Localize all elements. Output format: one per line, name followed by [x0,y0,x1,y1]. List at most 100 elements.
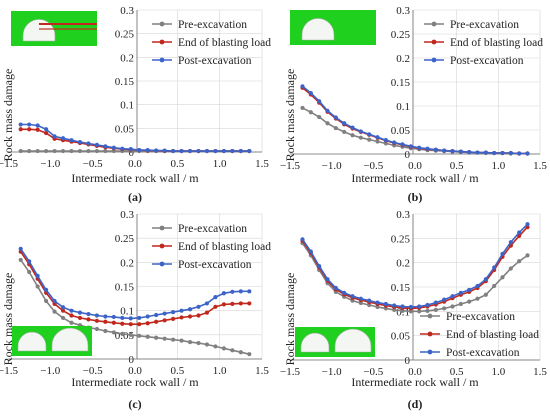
tunnel-opening [301,18,335,41]
y-tick-label: 0.1 [396,101,410,113]
data-point [230,148,235,154]
y-tick-label: 0.05 [115,123,135,135]
data-point [517,259,522,264]
data-point [60,308,66,313]
data-point [358,296,363,301]
legend-marker [159,57,165,63]
data-point [221,346,226,351]
x-axis-label: Intermediate rock wall / m [71,375,199,389]
x-axis-label: Intermediate rock wall / m [71,171,199,185]
data-point [458,290,463,295]
data-point [18,148,23,154]
y-tick-label: 0.25 [391,233,411,245]
data-point [111,314,116,320]
data-point [18,246,23,251]
y-tick-label: 0.25 [391,29,411,41]
data-point [69,320,74,325]
data-point [103,319,108,324]
data-point [213,304,218,309]
x-axis-label: Intermediate rock wall / m [351,171,479,185]
data-point [300,237,305,242]
data-point [247,289,252,294]
data-point [367,298,372,303]
data-point [325,121,330,126]
data-point [383,306,388,311]
blast-band [39,28,97,30]
data-point [27,148,32,154]
y-axis-label: Rock mass damage [1,273,15,366]
x-tick-label: 0.0 [128,365,142,377]
data-point [325,277,330,282]
data-point [94,148,99,154]
data-point [483,292,488,297]
data-point [204,342,210,347]
data-point [358,300,363,306]
data-point [425,308,430,313]
data-point [517,151,522,156]
data-point [392,140,397,145]
data-point [492,265,497,270]
legend-label: End of blasting load [450,37,543,49]
data-point [221,302,226,307]
data-point [86,311,91,317]
y-tick-label: 0 [405,355,411,367]
data-point [350,125,355,130]
data-point [52,148,57,154]
data-point [483,277,488,282]
legend-label: Post-excavation [178,55,252,67]
series-line-3 [20,248,250,320]
data-point [400,304,405,309]
data-point [500,150,505,156]
data-point [69,138,74,143]
x-axis-label: Intermediate rock wall / m [351,375,479,389]
data-point [60,305,66,310]
data-point [333,285,338,291]
data-point [27,269,32,275]
y-tick-label: 0.2 [396,258,410,270]
data-point [417,304,422,309]
data-point [475,283,480,289]
legend-marker [159,21,165,27]
data-point [18,122,23,127]
x-tick-label: 1.0 [213,158,227,170]
data-point [137,322,142,327]
data-point [120,321,125,326]
legend: Pre-excavation End of blasting load Post-e… [152,19,271,67]
legend-marker [159,39,165,45]
data-point [458,149,463,154]
data-point [171,337,176,342]
data-point [517,230,522,235]
data-point [417,145,422,150]
x-tick-label: −1.5 [280,160,300,172]
data-point [467,149,472,155]
data-point [375,304,380,310]
panel-label: (a) [128,190,142,204]
data-point [317,99,322,104]
data-point [69,148,74,154]
tunnel-opening [51,327,89,352]
y-tick-label: 0.15 [391,282,411,294]
panel-b: 0 0.05 0.1 0.15 0.2 0.25 0.3 −1.5 −1.0 −0.5 0.0 0.5… [280,5,547,204]
inset-tunnel-schematic [295,327,375,357]
data-point [128,322,133,327]
data-point [400,142,405,147]
data-point [433,300,438,305]
x-tick-label: 0.0 [408,160,422,172]
legend-label: End of blasting load [446,329,539,341]
legend-label: End of blasting load [178,37,271,49]
data-point [171,310,176,315]
data-point [433,307,438,312]
series-line-3 [301,85,528,155]
blast-band [39,23,97,25]
data-point [392,307,397,312]
data-point [145,321,150,326]
data-point [196,304,201,309]
data-point [500,275,505,280]
data-point [77,315,83,321]
legend-label: Post-excavation [446,347,520,359]
legend-marker [431,39,437,45]
data-point [221,291,226,296]
x-tick-label: 1.5 [533,160,547,172]
data-point [230,289,235,294]
x-tick-label: −0.5 [363,366,383,378]
